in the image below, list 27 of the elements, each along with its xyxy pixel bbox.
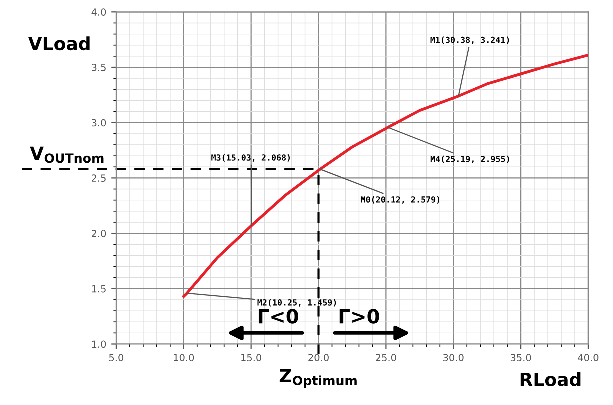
annotation: M2(10.25, 1.459) <box>258 299 336 307</box>
annotation: M1(30.38, 3.241) <box>430 36 510 44</box>
x-tick-label: 35.0 <box>510 354 532 362</box>
x-tick-label: 25.0 <box>376 354 396 362</box>
annotation: M0(20.12, 2.579) <box>361 196 440 204</box>
y-tick-label: 2.0 <box>92 230 106 238</box>
y-tick-label: 1.0 <box>92 340 106 348</box>
y-tick-label: 1.5 <box>92 286 106 293</box>
x-tick-label: 5.0 <box>109 354 124 362</box>
annotation: M4(25.19, 2.955) <box>430 156 510 164</box>
x-tick-label: 20.0 <box>308 354 329 362</box>
annotation: Γ<0 <box>258 309 298 324</box>
y-tick-label: 4.0 <box>92 8 106 16</box>
y-tick-label: 3.5 <box>92 64 106 72</box>
y-axis-title: VLoad <box>28 36 90 51</box>
ref-line-label: Z$_{Optimum}$ <box>280 369 357 388</box>
x-axis-title: RLoad <box>520 372 581 386</box>
y-tick-label: 2.5 <box>92 174 106 182</box>
ref-line-label: V$_{OUTnom}$ <box>30 146 104 164</box>
annotation: Γ>0 <box>340 309 380 324</box>
annotation: M3(15.03, 2.068) <box>212 154 290 162</box>
x-tick-label: 15.0 <box>242 354 262 362</box>
line-series <box>182 54 588 298</box>
x-tick-label: 10.0 <box>174 354 194 362</box>
x-tick-label: 40.0 <box>578 354 599 362</box>
y-tick-label: 3.0 <box>92 119 106 127</box>
x-tick-label: 30.0 <box>444 354 464 362</box>
